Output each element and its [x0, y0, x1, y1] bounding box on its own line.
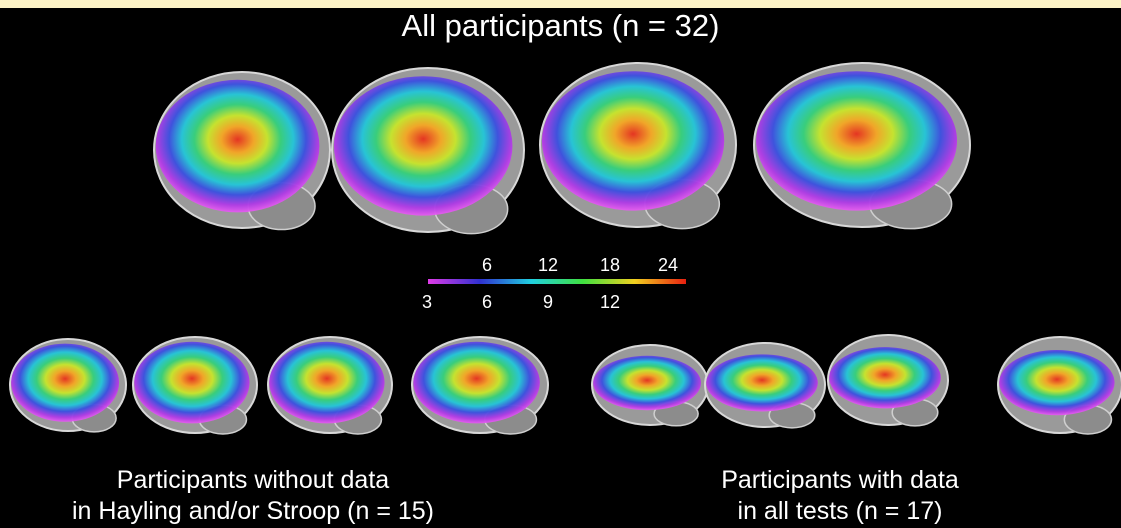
overlap-map	[156, 80, 320, 213]
overlap-map	[134, 342, 249, 424]
colorbar-label: 18	[590, 255, 630, 276]
colorbar-label: 6	[467, 255, 507, 276]
overlap-map	[756, 71, 957, 210]
brain-slices	[10, 63, 1121, 434]
colorbar	[428, 279, 686, 284]
overlap-map	[999, 350, 1114, 415]
overlap-map	[706, 354, 818, 411]
overlap-map	[11, 344, 119, 422]
colorbar-label: 12	[590, 292, 630, 313]
overlap-map	[269, 342, 384, 424]
overlap-map	[413, 342, 539, 424]
colorbar-label: 3	[407, 292, 447, 313]
group-caption: Participants with data	[590, 465, 1090, 495]
colorbar-label: 6	[467, 292, 507, 313]
group-caption: Participants without data	[3, 465, 503, 495]
colorbar-label: 9	[528, 292, 568, 313]
overlap-map	[542, 71, 724, 210]
overlap-map	[829, 347, 941, 408]
overlap-map	[593, 356, 701, 410]
colorbar-label: 12	[528, 255, 568, 276]
figure: All participants (n = 32) 612182436912Pa…	[0, 0, 1121, 528]
group-caption: in all tests (n = 17)	[590, 496, 1090, 526]
colorbar-label: 24	[648, 255, 688, 276]
group-caption: in Hayling and/or Stroop (n = 15)	[3, 496, 503, 526]
overlap-map	[334, 76, 513, 215]
